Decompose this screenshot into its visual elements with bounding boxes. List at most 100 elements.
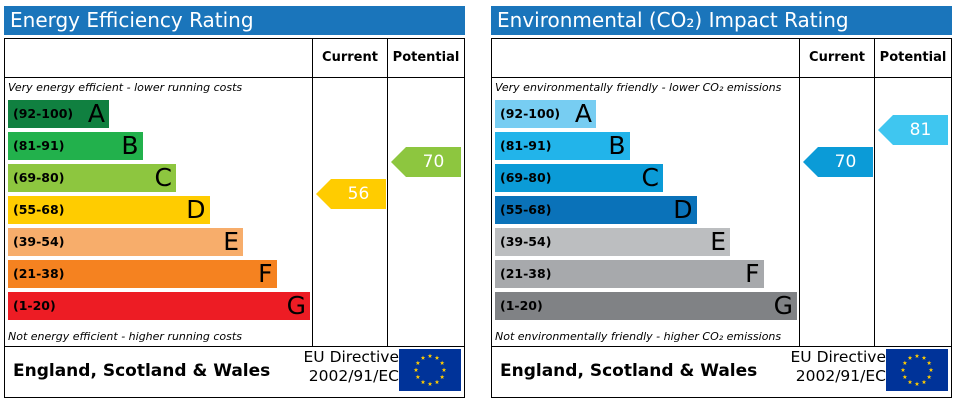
band-letter: C: [641, 163, 659, 192]
eu-star: [427, 381, 433, 386]
arrow-shape: [878, 115, 948, 145]
eu-directive-line1: EU Directive: [303, 348, 400, 366]
eu-flag-icon: [399, 349, 461, 391]
energy-efficiency-panel: Energy Efficiency Rating Current Potenti…: [4, 6, 465, 398]
eu-star: [415, 360, 421, 365]
eu-star: [921, 355, 927, 360]
band-range: (1-20): [13, 298, 56, 313]
eu-flag-icon: [886, 349, 948, 391]
eu-star: [434, 379, 440, 385]
band-range: (55-68): [13, 202, 65, 217]
column-header-current: Current: [322, 50, 378, 65]
eu-star: [928, 367, 934, 372]
divider: [5, 346, 464, 347]
rating-band-e: (39-54) E: [495, 228, 730, 256]
rating-band-d: (55-68) D: [495, 196, 697, 224]
eu-star: [907, 379, 913, 385]
bottom-note: Not environmentally friendly - higher CO…: [495, 330, 782, 343]
eu-star: [413, 367, 419, 372]
column-header-potential: Potential: [879, 50, 947, 65]
eu-star: [914, 381, 920, 386]
divider: [387, 39, 388, 346]
band-letter: A: [87, 99, 105, 128]
rating-band-a: (92-100) A: [495, 100, 596, 128]
band-letter: E: [223, 227, 239, 256]
rating-band-g: (1-20) G: [495, 292, 797, 320]
band-range: (81-91): [500, 138, 552, 153]
divider: [492, 346, 951, 347]
footer-region: England, Scotland & Wales: [13, 361, 271, 381]
band-letter: C: [154, 163, 172, 192]
band-letter: A: [574, 99, 592, 128]
bottom-note: Not energy efficient - higher running co…: [8, 330, 242, 343]
divider: [492, 77, 951, 78]
rating-band-a: (92-100) A: [8, 100, 109, 128]
eu-star: [921, 379, 927, 385]
rating-frame: Current Potential Very energy efficient …: [4, 38, 465, 398]
panel-title: Environmental (CO₂) Impact Rating: [491, 6, 952, 35]
rating-band-d: (55-68) D: [8, 196, 210, 224]
eu-directive-line1: EU Directive: [790, 348, 887, 366]
band-range: (81-91): [13, 138, 65, 153]
rating-frame: Current Potential Very environmentally f…: [491, 38, 952, 398]
column-header-current: Current: [809, 50, 865, 65]
arrow-shape: [391, 147, 461, 177]
eu-star: [900, 367, 906, 372]
eu-directive: EU Directive 2002/91/EC: [269, 348, 400, 386]
eu-star: [907, 355, 913, 360]
band-range: (69-80): [500, 170, 552, 185]
eu-star: [420, 379, 426, 385]
rating-band-b: (81-91) B: [8, 132, 143, 160]
panel-title: Energy Efficiency Rating: [4, 6, 465, 35]
eu-star: [926, 360, 932, 365]
arrow-shape: [316, 179, 386, 209]
eu-star: [439, 360, 445, 365]
rating-band-f: (21-38) F: [8, 260, 277, 288]
potential-rating-value: 81: [909, 120, 932, 140]
band-letter: D: [186, 195, 206, 224]
eu-star: [902, 360, 908, 365]
band-range: (39-54): [13, 234, 65, 249]
column-header-potential: Potential: [392, 50, 460, 65]
band-range: (92-100): [13, 106, 74, 121]
eu-star: [902, 374, 908, 379]
arrow-shape: [803, 147, 873, 177]
divider: [5, 77, 464, 78]
band-letter: D: [673, 195, 693, 224]
top-note: Very environmentally friendly - lower CO…: [495, 81, 782, 94]
band-range: (21-38): [500, 266, 552, 281]
band-letter: B: [608, 131, 626, 160]
eu-star: [420, 355, 426, 360]
eu-star: [434, 355, 440, 360]
eu-directive-line2: 2002/91/EC: [308, 367, 399, 385]
potential-rating-value: 70: [422, 152, 445, 172]
divider: [799, 39, 800, 346]
current-rating-value: 70: [834, 152, 857, 172]
rating-band-f: (21-38) F: [495, 260, 764, 288]
current-rating-value: 56: [347, 184, 370, 204]
band-range: (69-80): [13, 170, 65, 185]
divider: [874, 39, 875, 346]
band-range: (92-100): [500, 106, 561, 121]
band-range: (1-20): [500, 298, 543, 313]
band-letter: G: [773, 291, 793, 320]
band-letter: F: [745, 259, 760, 288]
rating-band-b: (81-91) B: [495, 132, 630, 160]
eu-directive: EU Directive 2002/91/EC: [756, 348, 887, 386]
footer-region: England, Scotland & Wales: [500, 361, 758, 381]
eu-directive-line2: 2002/91/EC: [795, 367, 886, 385]
divider: [312, 39, 313, 346]
band-letter: F: [258, 259, 273, 288]
band-letter: B: [121, 131, 139, 160]
rating-band-c: (69-80) C: [8, 164, 176, 192]
rating-band-g: (1-20) G: [8, 292, 310, 320]
band-range: (55-68): [500, 202, 552, 217]
eu-star: [415, 374, 421, 379]
band-letter: G: [286, 291, 306, 320]
eu-star: [926, 374, 932, 379]
rating-band-c: (69-80) C: [495, 164, 663, 192]
eu-star: [439, 374, 445, 379]
eu-star: [441, 367, 447, 372]
eu-star: [427, 353, 433, 358]
band-range: (21-38): [13, 266, 65, 281]
